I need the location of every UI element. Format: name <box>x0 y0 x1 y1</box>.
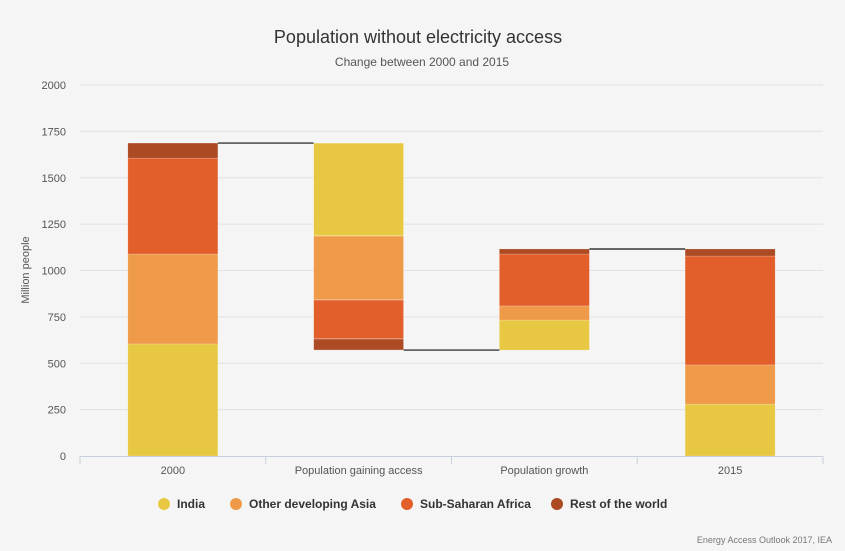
bar-segment[interactable] <box>684 364 776 405</box>
legend-label: Other developing Asia <box>249 497 376 511</box>
bar-segment[interactable] <box>499 305 590 321</box>
y-tick-label: 1250 <box>42 219 66 231</box>
legend-item[interactable]: Rest of the world <box>551 497 667 511</box>
legend-item[interactable]: India <box>158 497 205 511</box>
legend-marker <box>401 498 413 510</box>
y-tick-label: 1750 <box>42 126 66 138</box>
x-tick-label: Population growth <box>500 465 588 477</box>
legend-marker <box>230 498 242 510</box>
bar-segment[interactable] <box>684 248 776 257</box>
bar-segment[interactable] <box>313 299 404 340</box>
bar-segment[interactable] <box>313 235 404 301</box>
bar-segment[interactable] <box>684 403 776 457</box>
bar-segment[interactable] <box>313 338 404 351</box>
bar-segment[interactable] <box>313 142 404 237</box>
legend-label: India <box>177 497 205 511</box>
bar-segment[interactable] <box>499 319 590 351</box>
x-tick-label: Population gaining access <box>295 465 423 477</box>
y-tick-label: 2000 <box>42 80 66 92</box>
bar-segment[interactable] <box>127 142 219 159</box>
x-tick-label: 2015 <box>718 465 742 477</box>
bar-segment[interactable] <box>127 343 219 457</box>
legend-item[interactable]: Other developing Asia <box>230 497 376 511</box>
chart-subtitle: Change between 2000 and 2015 <box>335 55 509 69</box>
y-tick-label: 1500 <box>42 173 66 185</box>
y-axis-label: Million people <box>20 236 32 303</box>
y-tick-label: 750 <box>48 312 66 324</box>
legend-label: Sub-Saharan Africa <box>420 497 531 511</box>
bar-segment[interactable] <box>684 255 776 366</box>
legend-marker <box>551 498 563 510</box>
bar-segment[interactable] <box>127 253 219 345</box>
bar-segment[interactable] <box>127 157 219 255</box>
legend-marker <box>158 498 170 510</box>
y-tick-label: 500 <box>48 358 66 370</box>
bar-segment[interactable] <box>499 248 590 255</box>
legend-label: Rest of the world <box>570 497 667 511</box>
chart-title: Population without electricity access <box>274 27 562 47</box>
credit: Energy Access Outlook 2017, IEA <box>697 535 832 545</box>
y-tick-label: 1000 <box>42 266 66 278</box>
legend-item[interactable]: Sub-Saharan Africa <box>401 497 531 511</box>
y-tick-label: 250 <box>48 405 66 417</box>
x-tick-label: 2000 <box>161 465 185 477</box>
y-tick-label: 0 <box>60 451 66 463</box>
bar-segment[interactable] <box>499 253 590 307</box>
